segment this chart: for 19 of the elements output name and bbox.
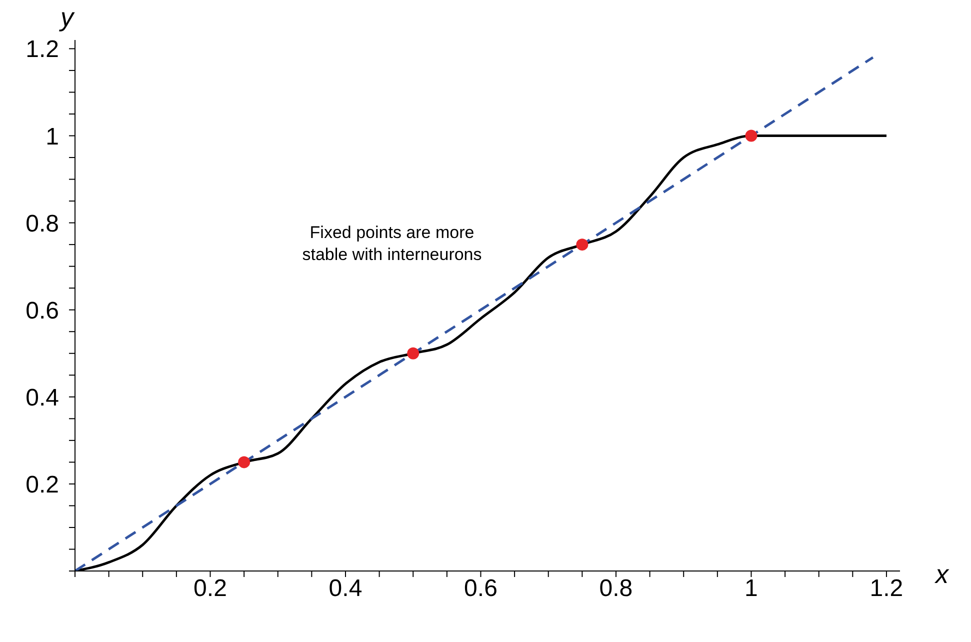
- x-tick-label: 0.2: [194, 575, 227, 602]
- y-axis-title: y: [58, 2, 76, 32]
- x-axis-title: x: [934, 559, 950, 589]
- x-tick-label: 1.2: [870, 575, 904, 602]
- annotation: Fixed points are more stable with interneurons: [301, 222, 483, 266]
- y-tick-label: 0.4: [26, 384, 59, 412]
- y-tick-label: 0.6: [26, 297, 59, 324]
- x-tick-label: 0.8: [599, 575, 633, 602]
- y-tick-label: 1.2: [26, 36, 59, 64]
- x-tick-label: 1: [744, 575, 758, 602]
- point: [745, 130, 758, 142]
- y-tick-label: 0.2: [26, 471, 59, 498]
- x-tick-label: 0.6: [464, 575, 498, 602]
- y-tick-label: 1: [46, 123, 59, 150]
- point: [407, 347, 420, 360]
- point: [238, 456, 250, 468]
- point: [576, 238, 588, 251]
- x-tick-label: 0.4: [328, 575, 362, 602]
- y-tick-label: 0.8: [26, 210, 59, 238]
